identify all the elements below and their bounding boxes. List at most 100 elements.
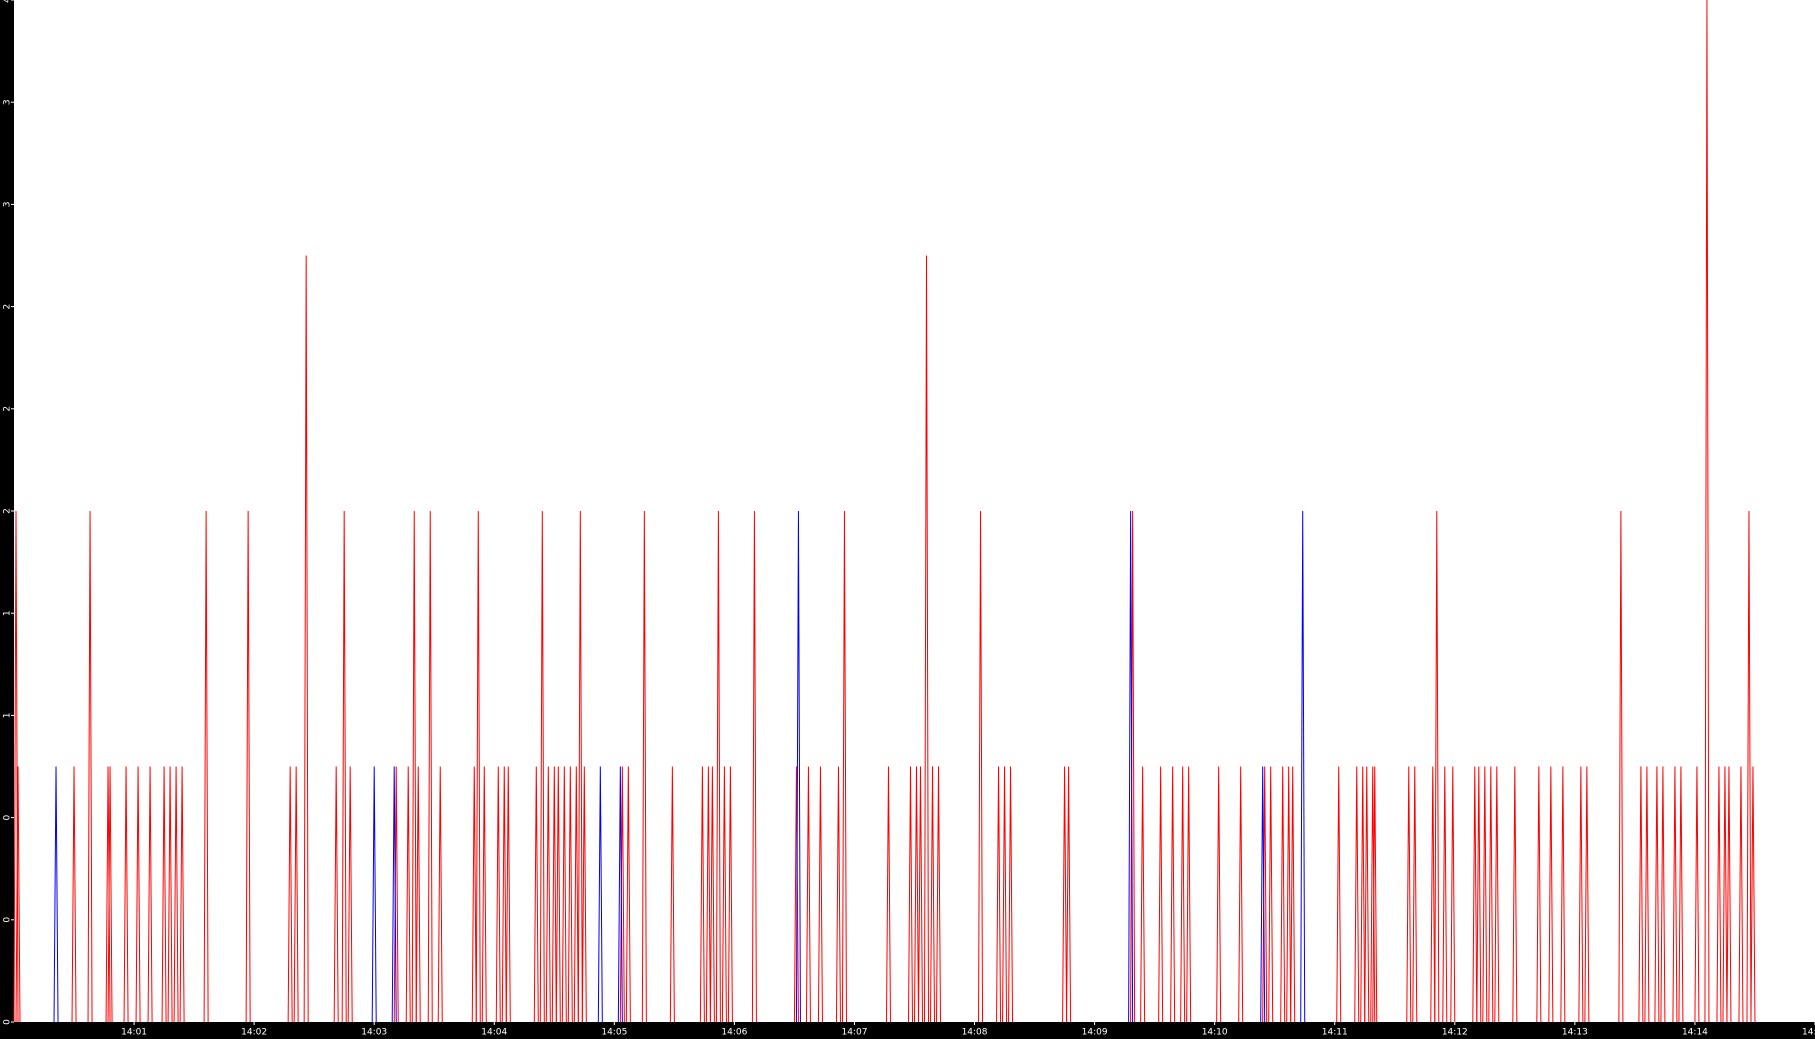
y-tick-label: 0 bbox=[3, 814, 13, 820]
spike bbox=[1290, 766, 1296, 1023]
spike bbox=[1216, 766, 1222, 1023]
spike bbox=[841, 510, 847, 1023]
y-tick-label: 2 bbox=[3, 304, 13, 310]
spike bbox=[1140, 766, 1146, 1023]
spike bbox=[751, 510, 757, 1023]
spike bbox=[53, 766, 59, 1023]
spike bbox=[167, 766, 173, 1023]
spike bbox=[347, 766, 353, 1023]
spike bbox=[1186, 766, 1192, 1023]
spike bbox=[1488, 766, 1494, 1023]
spike bbox=[1238, 766, 1244, 1023]
x-tick-label: 14:08 bbox=[962, 1028, 988, 1038]
y-tick-label: 2 bbox=[3, 508, 13, 514]
spike bbox=[1434, 510, 1440, 1023]
spike bbox=[1722, 766, 1728, 1023]
spike bbox=[303, 255, 309, 1023]
y-tick-label: 2 bbox=[3, 406, 13, 412]
spike bbox=[619, 766, 625, 1023]
y-tick-label: 1 bbox=[3, 713, 13, 719]
spike bbox=[996, 766, 1002, 1023]
spike bbox=[581, 766, 587, 1023]
spike bbox=[924, 255, 930, 1023]
spike bbox=[1672, 766, 1678, 1023]
spike bbox=[481, 766, 487, 1023]
y-tick-label: 1 bbox=[3, 610, 13, 616]
spike bbox=[1066, 766, 1072, 1023]
spike bbox=[1678, 766, 1684, 1023]
spike bbox=[533, 766, 539, 1023]
spike bbox=[721, 766, 727, 1023]
spike bbox=[1694, 766, 1700, 1023]
spike bbox=[1130, 510, 1136, 1023]
spike bbox=[817, 766, 823, 1023]
spike bbox=[1746, 510, 1752, 1023]
spike bbox=[1268, 766, 1274, 1023]
x-tick-label: 14:02 bbox=[241, 1028, 267, 1038]
x-tick-label: 14:09 bbox=[1082, 1028, 1108, 1038]
spike bbox=[641, 510, 647, 1023]
spike bbox=[573, 766, 579, 1023]
x-tick-label: 14:14 bbox=[1682, 1028, 1708, 1038]
y-tick-label: 3 bbox=[3, 202, 13, 208]
spike bbox=[1738, 766, 1744, 1023]
x-tick-label: 14:04 bbox=[481, 1028, 507, 1038]
spike bbox=[495, 766, 501, 1023]
spike bbox=[333, 766, 339, 1023]
spike bbox=[1262, 766, 1268, 1023]
spike bbox=[203, 510, 209, 1023]
spike bbox=[135, 766, 141, 1023]
spike bbox=[1618, 510, 1624, 1023]
spike bbox=[87, 510, 93, 1023]
spike bbox=[914, 766, 920, 1023]
spike bbox=[1364, 766, 1370, 1023]
spike bbox=[1644, 766, 1650, 1023]
spike bbox=[1372, 766, 1378, 1023]
spike bbox=[475, 510, 481, 1023]
spike bbox=[71, 766, 77, 1023]
spike bbox=[1482, 766, 1488, 1023]
spike bbox=[1412, 766, 1418, 1023]
spike bbox=[1008, 766, 1014, 1023]
spike bbox=[669, 766, 675, 1023]
spike bbox=[147, 766, 153, 1023]
x-tick-label: 14:12 bbox=[1442, 1028, 1468, 1038]
x-tick-label: 14:15 bbox=[1802, 1028, 1815, 1038]
y-tick-label: 4 bbox=[3, 0, 13, 3]
spike bbox=[1560, 766, 1566, 1023]
spike bbox=[936, 766, 942, 1023]
spike bbox=[179, 766, 185, 1023]
spike bbox=[1260, 766, 1266, 1023]
spike bbox=[123, 766, 129, 1023]
spike bbox=[545, 766, 551, 1023]
spike bbox=[577, 510, 583, 1023]
spike bbox=[539, 510, 545, 1023]
spike bbox=[1536, 766, 1542, 1023]
spike bbox=[105, 766, 111, 1023]
spike bbox=[161, 766, 167, 1023]
spike bbox=[1638, 766, 1644, 1023]
spike bbox=[835, 766, 841, 1023]
spike bbox=[245, 510, 251, 1023]
spike bbox=[1584, 766, 1590, 1023]
spike bbox=[1472, 766, 1478, 1023]
spike bbox=[437, 766, 443, 1023]
spike bbox=[293, 766, 299, 1023]
spike bbox=[1158, 766, 1164, 1023]
x-tick-label: 14:06 bbox=[721, 1028, 747, 1038]
spike bbox=[727, 766, 733, 1023]
spike bbox=[715, 510, 721, 1023]
spike bbox=[1578, 766, 1584, 1023]
spike bbox=[1750, 766, 1756, 1023]
x-tick-label: 14:10 bbox=[1202, 1028, 1228, 1038]
spike bbox=[1512, 766, 1518, 1023]
y-tick-label: 3 bbox=[3, 99, 13, 105]
spike bbox=[393, 766, 399, 1023]
spike bbox=[405, 766, 411, 1023]
y-tick-label: 0 bbox=[3, 1019, 13, 1025]
spike bbox=[567, 766, 573, 1023]
spike bbox=[1354, 766, 1360, 1023]
spike bbox=[1726, 766, 1732, 1023]
